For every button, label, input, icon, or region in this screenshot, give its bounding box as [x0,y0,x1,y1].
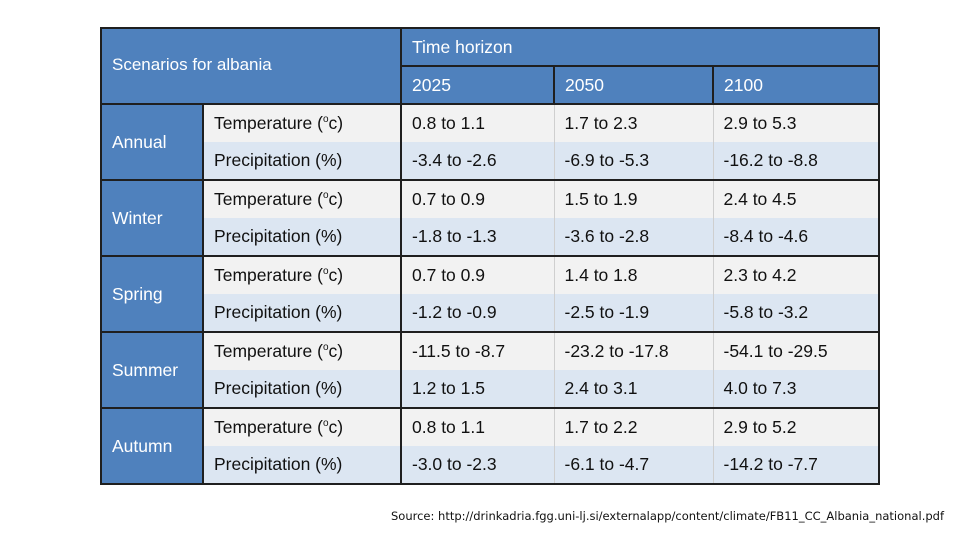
temperature-label-text: Temperature ( [214,113,323,133]
season-label: Summer [100,331,204,409]
temperature-row-label: Temperature (oc) [202,256,402,294]
precipitation-row-label: Precipitation (%) [202,294,402,333]
table-row: Precipitation (%) -1.2 to -0.9 -2.5 to -1.… [101,294,881,333]
precipitation-value: -3.4 to -2.6 [401,142,555,181]
precipitation-value: -5.8 to -3.2 [713,294,881,333]
temperature-row-label: Temperature (oc) [202,408,402,446]
temperature-label-unit: c) [328,113,344,133]
precipitation-row-label: Precipitation (%) [202,446,402,485]
precipitation-value: -8.4 to -4.6 [713,218,881,257]
temperature-value: 0.7 to 0.9 [401,180,555,218]
precipitation-value: 1.2 to 1.5 [401,370,555,409]
precipitation-value: -6.9 to -5.3 [554,142,714,181]
degree-superscript: o [322,190,329,202]
temperature-value: 2.3 to 4.2 [713,256,881,294]
season-label: Autumn [100,407,204,485]
temperature-value: 2.4 to 4.5 [713,180,881,218]
temperature-value: 0.8 to 1.1 [401,408,555,446]
precipitation-value: -2.5 to -1.9 [554,294,714,333]
table-row: Precipitation (%) -3.0 to -2.3 -6.1 to -4.… [101,446,881,485]
temperature-row-label: Temperature (oc) [202,332,402,370]
table-row: Summer Temperature (oc) -11.5 to -8.7 -23.2… [100,331,881,409]
time-horizon-header: Time horizon [399,27,881,67]
table-row: Precipitation (%) 1.2 to 1.5 2.4 to 3.1 4.0… [101,370,881,409]
temperature-value: 2.9 to 5.3 [713,104,881,142]
precipitation-value: -16.2 to -8.8 [713,142,881,181]
season-label: Annual [100,103,204,181]
temperature-value: -11.5 to -8.7 [401,332,555,370]
precipitation-value: 4.0 to 7.3 [713,370,881,409]
table-row: Precipitation (%) -3.4 to -2.6 -6.9 to -5.… [101,142,881,181]
temperature-label-text: Temperature ( [214,265,323,285]
table-row: Spring Temperature (oc) 0.7 to 0.9 1.4 to 1… [100,255,881,333]
temperature-value: 0.7 to 0.9 [401,256,555,294]
precipitation-value: -1.2 to -0.9 [401,294,555,333]
year-header-2100: 2100 [711,65,881,105]
precipitation-value: -3.0 to -2.3 [401,446,555,485]
precipitation-value: -14.2 to -7.7 [713,446,881,485]
table-title: Scenarios for albania [100,27,402,105]
temperature-value: -23.2 to -17.8 [554,332,714,370]
degree-superscript: o [322,342,329,354]
temperature-label-text: Temperature ( [214,189,323,209]
precipitation-value: 2.4 to 3.1 [554,370,714,409]
temperature-label-unit: c) [328,265,344,285]
source-citation: Source: http://drinkadria.fgg.uni-lj.si/… [391,509,944,523]
season-label: Winter [100,179,204,257]
precipitation-row-label: Precipitation (%) [202,218,402,257]
temperature-label-text: Temperature ( [214,417,323,437]
temperature-value: 1.7 to 2.2 [554,408,714,446]
degree-superscript: o [322,418,329,430]
temperature-value: 1.4 to 1.8 [554,256,714,294]
year-header-2025: 2025 [400,65,555,105]
temperature-label-text: Temperature ( [214,341,323,361]
temperature-row-label: Temperature (oc) [202,104,402,142]
temperature-value: 1.7 to 2.3 [554,104,714,142]
precipitation-value: -6.1 to -4.7 [554,446,714,485]
temperature-label-unit: c) [328,417,344,437]
precipitation-value: -1.8 to -1.3 [401,218,555,257]
table-row: Autumn Temperature (oc) 0.8 to 1.1 1.7 to 2… [100,407,881,485]
table-row: Winter Temperature (oc) 0.7 to 0.9 1.5 to 1… [100,179,881,257]
temperature-label-unit: c) [328,341,344,361]
temperature-value: 1.5 to 1.9 [554,180,714,218]
table-row: Annual Temperature (oc) 0.8 to 1.1 1.7 to 2… [100,103,881,181]
scenarios-table: Scenarios for albania Time horizon 2025 … [100,27,881,485]
precipitation-value: -3.6 to -2.8 [554,218,714,257]
degree-superscript: o [322,114,329,126]
temperature-value: 0.8 to 1.1 [401,104,555,142]
temperature-value: 2.9 to 5.2 [713,408,881,446]
precipitation-row-label: Precipitation (%) [202,142,402,181]
year-header-2050: 2050 [553,65,714,105]
temperature-row-label: Temperature (oc) [202,180,402,218]
temperature-label-unit: c) [328,189,344,209]
season-label: Spring [100,255,204,333]
temperature-value: -54.1 to -29.5 [713,332,881,370]
precipitation-row-label: Precipitation (%) [202,370,402,409]
degree-superscript: o [322,266,329,278]
table-row: Precipitation (%) -1.8 to -1.3 -3.6 to -2.… [101,218,881,257]
